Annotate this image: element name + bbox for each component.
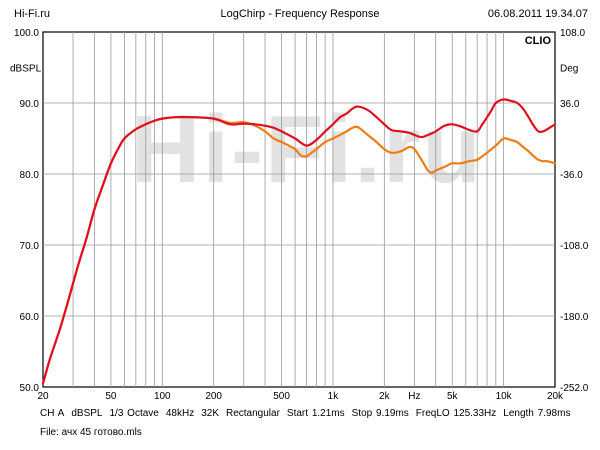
- y-axis-label: dBSPL: [10, 64, 42, 75]
- header-timestamp: 06.08.2011 19.34.07: [487, 8, 588, 20]
- param-item: Rectangular: [226, 408, 280, 419]
- grid-lines: [43, 32, 555, 387]
- y2-tick-label: 36.0: [560, 99, 580, 110]
- x-axis-label: Hz: [408, 391, 420, 402]
- y-tick-label: 60.0: [20, 312, 40, 323]
- x-tick-label: 5k: [447, 391, 459, 402]
- y2-tick-label: -252.0: [560, 383, 589, 394]
- watermark-logo: Hi-Fi.ru: [131, 96, 483, 203]
- file-name: File: ачх 45 готово.mls: [40, 427, 142, 438]
- x-tick-label: 200: [205, 391, 222, 402]
- y2-tick-label: -36.0: [560, 170, 583, 181]
- param-item: 32K: [201, 408, 219, 419]
- y2-tick-label: 108.0: [560, 28, 585, 39]
- x-tick-label: 2k: [379, 391, 391, 402]
- measurement-parameters: CH A dBSPL 1/3 Octave 48kHz 32K Rectangular St…: [40, 408, 577, 419]
- x-tick-label: 20k: [547, 391, 564, 402]
- x-tick-label: 10k: [496, 391, 513, 402]
- x-tick-label: 1k: [328, 391, 340, 402]
- header-site-label: Hi-Fi.ru: [14, 8, 51, 20]
- x-tick-label: 500: [273, 391, 290, 402]
- param-item: dBSPL: [71, 408, 103, 419]
- param-item: 48kHz: [165, 408, 195, 419]
- param-item: 1/3 Octave: [109, 408, 159, 419]
- param-item: Stop 9.19ms: [351, 408, 409, 419]
- y-tick-label: 50.0: [20, 383, 40, 394]
- series-red-line: [41, 98, 557, 385]
- y-tick-label: 80.0: [20, 170, 40, 181]
- y2-axis-label: Deg: [560, 64, 578, 75]
- y-tick-label: 90.0: [20, 99, 40, 110]
- param-item: Length 7.98ms: [503, 408, 571, 419]
- param-item: FreqLO 125.33Hz: [415, 408, 497, 419]
- param-item: CH A: [40, 408, 65, 419]
- y-tick-label: 100.0: [14, 28, 39, 39]
- param-item: Start 1.21ms: [286, 408, 345, 419]
- y-tick-label: 70.0: [20, 241, 40, 252]
- x-tick-label: 50: [105, 391, 117, 402]
- y2-tick-label: -108.0: [560, 241, 589, 252]
- plot-frame: [42, 31, 556, 388]
- x-tick-label: 20: [37, 391, 49, 402]
- x-tick-label: 100: [154, 391, 171, 402]
- y2-tick-label: -180.0: [560, 312, 589, 323]
- brand-logo: CLIO: [525, 35, 552, 47]
- chart-title: LogChirp - Frequency Response: [220, 8, 380, 20]
